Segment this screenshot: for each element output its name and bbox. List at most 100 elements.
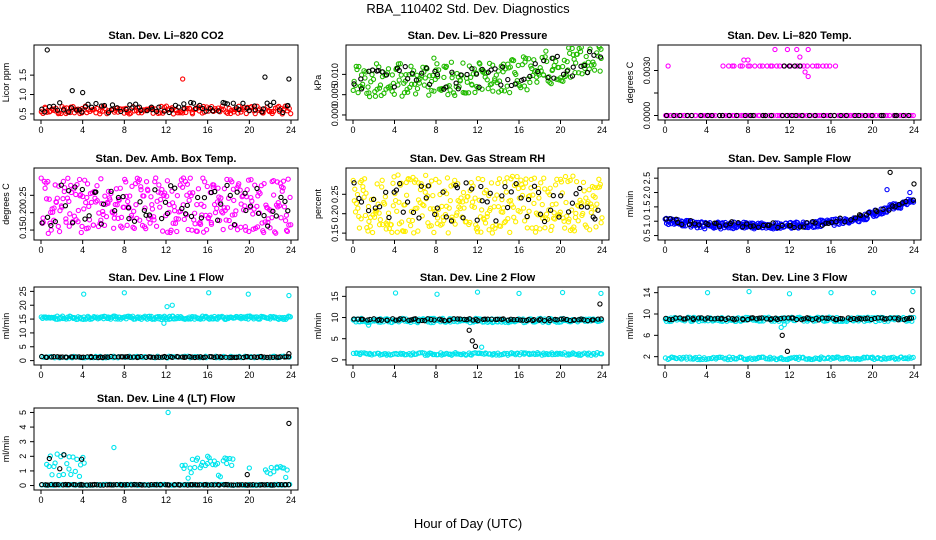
data-point-bulk <box>368 79 374 85</box>
data-point-reference <box>425 316 431 322</box>
data-point-reference <box>521 76 527 82</box>
x-tick-label: 16 <box>514 125 524 135</box>
data-point-reference <box>434 205 440 211</box>
data-point-zero-line <box>886 112 893 119</box>
data-point-reference <box>248 354 254 360</box>
data-point-reference <box>779 222 785 229</box>
data-point-reference <box>156 104 162 110</box>
data-point-reference <box>397 180 403 187</box>
y-tick-label: 0.0030 <box>642 57 652 85</box>
data-point-bulk <box>546 74 552 80</box>
data-point-reference <box>44 47 50 53</box>
data-point-bulk <box>368 196 375 203</box>
data-point-reference <box>461 316 468 323</box>
data-point-reference <box>270 354 276 360</box>
x-tick-label: 20 <box>867 125 877 135</box>
data-point-reference <box>527 73 533 80</box>
data-point-bulk <box>397 61 403 67</box>
data-point-bulk <box>665 221 672 228</box>
data-point-bulk <box>366 93 373 100</box>
data-point-bulk <box>114 202 120 208</box>
data-point-bulk <box>194 201 200 208</box>
data-point-reference <box>570 64 576 70</box>
data-point-bulk <box>248 104 255 110</box>
data-point-bulk <box>133 202 139 208</box>
data-point-bulk <box>129 183 135 189</box>
data-point-reference <box>261 482 268 488</box>
data-point-reference <box>759 315 765 321</box>
chart-title: Stan. Dev. Gas Stream RH <box>410 153 546 165</box>
data-point-bursts <box>76 473 83 480</box>
data-point-bulk <box>108 190 114 197</box>
data-point-upper <box>81 291 87 297</box>
data-point-reference <box>423 65 430 71</box>
data-point-reference <box>182 482 188 488</box>
y-tick-label: 15 <box>330 291 340 301</box>
data-point-reference <box>70 220 76 226</box>
data-point-reference <box>705 221 711 228</box>
data-point-bulk <box>173 216 179 222</box>
data-point-bulk <box>566 46 572 51</box>
data-point-bulk <box>370 76 377 82</box>
data-point-reference <box>259 109 265 115</box>
data-point-bulk <box>214 205 220 212</box>
data-point-reference <box>262 74 268 80</box>
data-point-bulk <box>447 197 453 204</box>
data-point-bulk <box>82 177 88 183</box>
y-axis-label: degrees C <box>1 183 11 225</box>
data-point-reference <box>242 190 248 196</box>
x-tick-label: 12 <box>161 245 171 255</box>
data-point-reference <box>112 208 118 214</box>
x-tick-label: 4 <box>704 370 709 380</box>
data-point-bulk <box>431 88 437 94</box>
chart-panel-3: Stan. Dev. Li–820 Temp. degrees C 0 4 8 12 16 2… <box>625 30 922 135</box>
x-tick-label: 16 <box>203 125 213 135</box>
data-point-bulk <box>547 185 553 191</box>
data-point-reference <box>454 316 461 322</box>
data-point-bulk <box>272 229 278 235</box>
data-point-reference <box>473 71 480 77</box>
data-point-reference <box>709 112 715 119</box>
data-point-bulk <box>583 224 590 230</box>
data-point-bulk <box>491 204 497 210</box>
data-point-reference <box>193 105 199 112</box>
data-point-reference <box>554 53 560 60</box>
data-point-reference <box>188 99 194 106</box>
data-point-bulk <box>494 192 500 198</box>
data-point-bulk <box>186 197 192 203</box>
chart-title: Stan. Dev. Line 4 (LT) Flow <box>97 393 236 405</box>
data-point-reference <box>513 181 519 187</box>
data-point-bulk <box>138 184 144 190</box>
chart-panel-7: Stan. Dev. Line 1 Flow ml/min 0 4 8 12 16 20 24 0… <box>1 272 299 380</box>
data-point-reference <box>767 316 774 323</box>
data-point-bulk <box>559 63 566 70</box>
chart-title: Stan. Dev. Sample Flow <box>728 153 851 165</box>
x-tick-label: 24 <box>909 370 919 380</box>
data-point-bulk <box>592 206 598 212</box>
data-point-bulk <box>538 180 544 186</box>
data-point-reference <box>146 482 152 488</box>
data-point-reference <box>851 315 857 322</box>
data-point-bulk <box>153 175 159 181</box>
data-point-bulk <box>164 178 171 184</box>
data-point-bulk <box>279 188 285 194</box>
data-point-reference <box>781 63 787 69</box>
data-point-bulk <box>124 222 130 228</box>
data-point-bulk <box>504 83 510 89</box>
data-point-reference <box>267 102 273 109</box>
data-point-bulk <box>224 176 230 183</box>
data-point-bulk <box>421 184 427 191</box>
data-point-bulk <box>524 87 530 93</box>
data-point-reference <box>109 102 116 108</box>
data-point-bulk <box>532 229 539 235</box>
x-tick-label: 20 <box>555 370 565 380</box>
x-tick-label: 20 <box>555 125 565 135</box>
data-point-reference <box>383 189 389 195</box>
data-point-bulk <box>426 92 432 98</box>
data-point-bulk <box>159 186 165 193</box>
x-tick-label: 20 <box>555 245 565 255</box>
y-tick-label: 2.0 <box>642 186 652 199</box>
data-point-lower <box>862 355 868 361</box>
data-point-reference <box>244 482 251 488</box>
x-tick-label: 0 <box>38 245 43 255</box>
